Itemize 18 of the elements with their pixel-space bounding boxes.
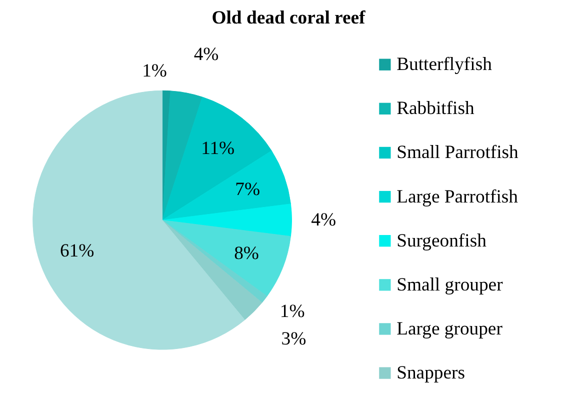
legend-label: Small Parrotfish	[396, 142, 520, 164]
legend-label: Surgeonfish	[396, 230, 488, 252]
data-label: 1%	[142, 60, 167, 82]
legend-label: Small grouper	[396, 274, 504, 296]
data-label: 1%	[280, 300, 305, 322]
legend-label: Snappers	[396, 362, 465, 384]
data-label: 8%	[234, 243, 259, 264]
chart-title: Old dead coral reef	[212, 8, 366, 28]
data-label: 7%	[235, 178, 260, 200]
data-label: 61%	[60, 240, 94, 262]
legend-label: Rabbitfish	[396, 98, 475, 120]
data-label: 3%	[281, 328, 306, 350]
data-label: 4%	[311, 210, 336, 231]
legend-label: Large Parrotfish	[396, 186, 519, 208]
data-label: 11%	[201, 138, 235, 159]
data-label: 4%	[194, 44, 219, 66]
legend-label: Large grouper	[396, 318, 504, 340]
legend-label: Butterflyfish	[396, 54, 493, 76]
